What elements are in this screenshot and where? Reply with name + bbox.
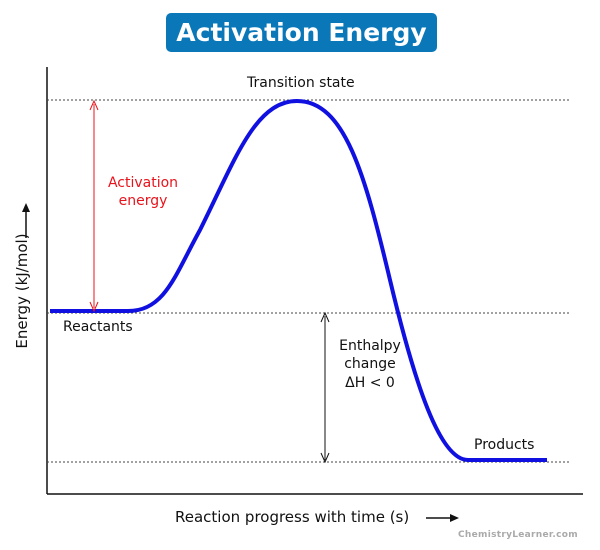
title-banner: Activation Energy — [166, 13, 437, 52]
transition-state-label: Transition state — [247, 75, 355, 91]
y-axis-label: Energy (kJ/mol) — [13, 233, 31, 349]
activation-energy-label-line1: Activation — [107, 175, 179, 191]
products-label: Products — [474, 437, 535, 453]
watermark: ChemistryLearner.com — [458, 530, 578, 540]
enthalpy-label-line3: ΔH < 0 — [345, 375, 395, 391]
x-axis-arrow-icon — [426, 514, 459, 522]
enthalpy-label-line1: Enthalpy — [339, 338, 401, 354]
enthalpy-label-line2: change — [344, 356, 396, 372]
energy-curve — [50, 98, 547, 462]
reactants-label: Reactants — [63, 319, 133, 335]
enthalpy-change-arrow — [320, 311, 330, 464]
y-axis-arrow-icon — [22, 203, 30, 238]
activation-energy-label-line2: energy — [118, 193, 168, 209]
activation-energy-arrow — [89, 99, 99, 313]
x-axis-label: Reaction progress with time (s) — [175, 508, 410, 526]
